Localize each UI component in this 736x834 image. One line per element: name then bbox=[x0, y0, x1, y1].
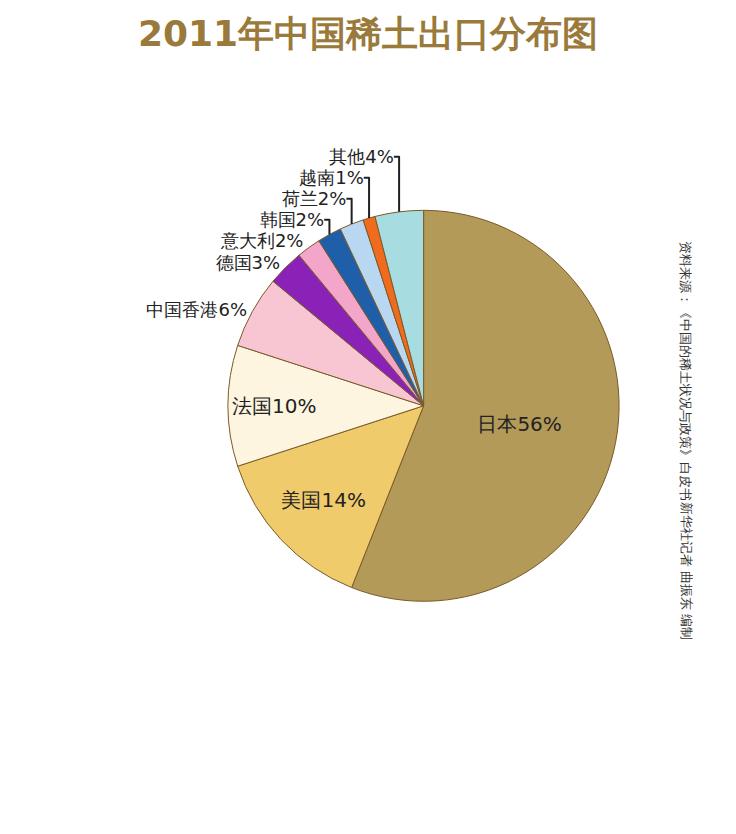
svg-text:德国3%: 德国3% bbox=[216, 252, 281, 273]
svg-text:韩国2%: 韩国2% bbox=[260, 209, 325, 230]
svg-text:中国香港6%: 中国香港6% bbox=[146, 299, 247, 320]
svg-text:越南1%: 越南1% bbox=[299, 167, 364, 188]
svg-text:日本56%: 日本56% bbox=[477, 412, 561, 436]
svg-text:荷兰2%: 荷兰2% bbox=[282, 188, 347, 209]
svg-text:其他4%: 其他4% bbox=[329, 146, 394, 167]
svg-text:2011年中国稀土出口分布图: 2011年中国稀土出口分布图 bbox=[138, 13, 598, 54]
svg-text:意大利2%: 意大利2% bbox=[220, 230, 304, 251]
svg-text:新华社记者 曲振东 编制: 新华社记者 曲振东 编制 bbox=[679, 502, 694, 640]
svg-text:法国10%: 法国10% bbox=[232, 394, 316, 418]
svg-text:美国14%: 美国14% bbox=[281, 488, 365, 512]
svg-text:资料来源：《中国的稀土状况与政策》白皮书: 资料来源：《中国的稀土状况与政策》白皮书 bbox=[678, 241, 693, 501]
